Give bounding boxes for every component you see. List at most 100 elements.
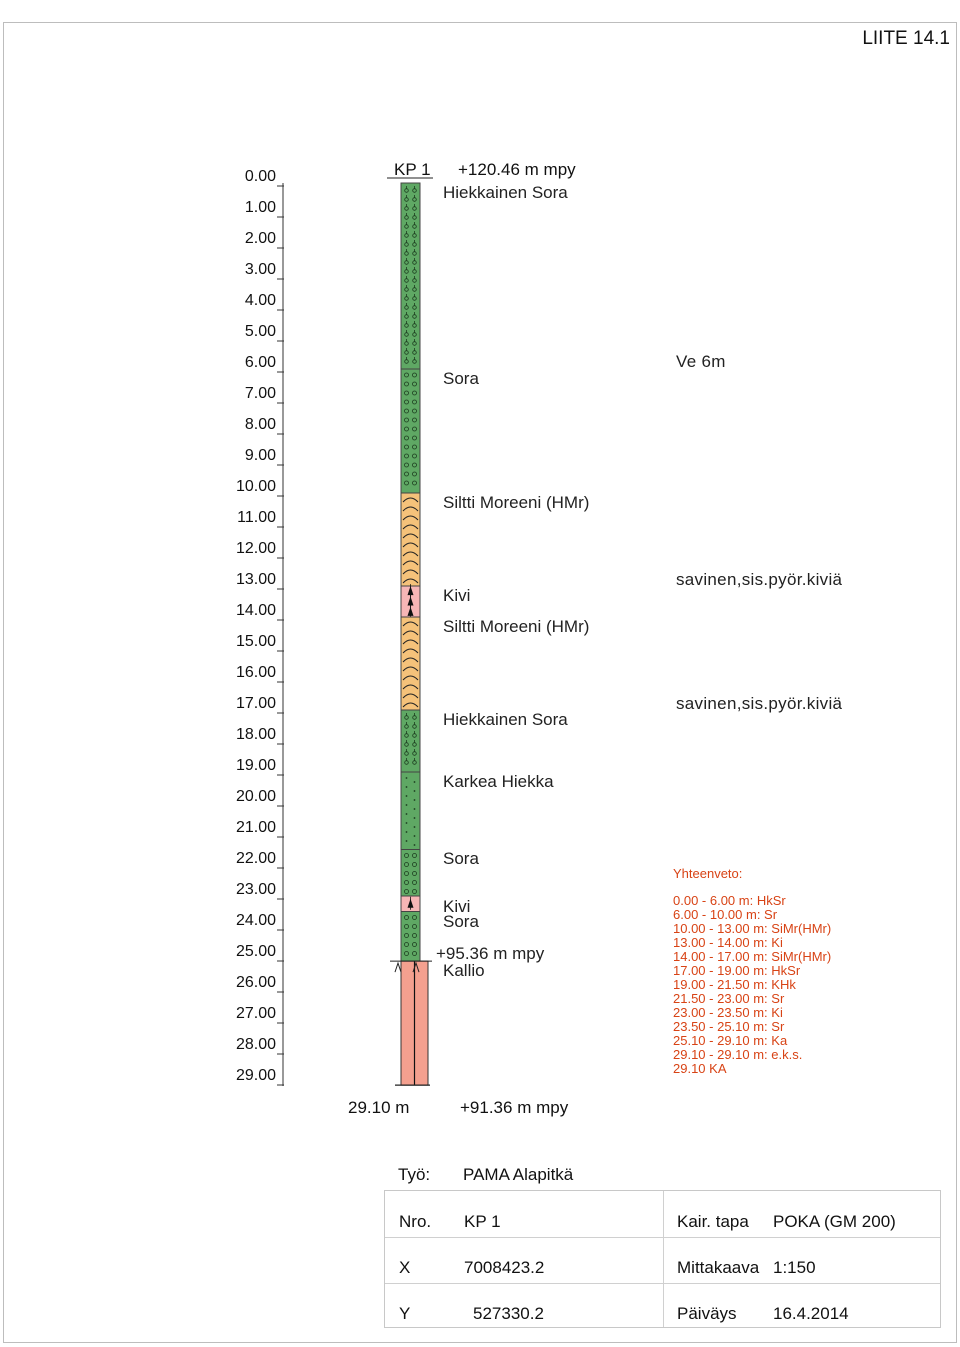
soil-layer-ki	[400, 584, 421, 618]
till-symbol	[402, 533, 419, 539]
summary-line: 10.00 - 13.00 m: SiMr(HMr)	[673, 921, 832, 936]
top-level: +120.46 m mpy	[458, 160, 576, 179]
layer-note: savinen,sis.pyör.kiviä	[676, 694, 843, 713]
sand-gravel-symbol	[412, 760, 417, 765]
till-symbol	[402, 675, 419, 681]
gravel-symbol	[412, 435, 417, 441]
sand-gravel-symbol	[404, 742, 409, 747]
depth-tick-label: 27.00	[235, 1005, 276, 1022]
soil-layer-ki	[400, 895, 421, 912]
sand-dot	[405, 804, 408, 806]
gravel-symbol	[404, 435, 409, 441]
depth-tick-label: 22.00	[235, 850, 276, 867]
sand-gravel-symbol	[404, 733, 409, 738]
summary-line: 17.00 - 19.00 m: HkSr	[673, 963, 801, 978]
depth-tick-label: 6.00	[244, 354, 276, 371]
gravel-symbol	[412, 453, 417, 459]
depth-tick-label: 9.00	[244, 447, 276, 464]
sand-gravel-symbol	[404, 751, 409, 756]
sand-gravel-symbol	[412, 251, 417, 256]
soil-layer-simr	[400, 616, 421, 711]
sand-gravel-symbol	[404, 359, 409, 364]
depth-tick-label: 10.00	[235, 478, 276, 495]
soil-layer-sr	[400, 849, 421, 897]
layer-label: Hiekkainen Sora	[443, 710, 568, 729]
depth-tick-label: 20.00	[235, 788, 276, 805]
soil-layer-simr	[400, 492, 421, 587]
depth-tick-label: 12.00	[235, 540, 276, 557]
sand-gravel-symbol	[412, 188, 417, 193]
sand-gravel-symbol	[412, 332, 417, 337]
gravel-symbol	[412, 444, 417, 450]
sand-dot	[405, 822, 408, 824]
method-label: Kair. tapa	[677, 1212, 749, 1231]
gravel-symbol	[404, 390, 409, 396]
layer-fill	[400, 368, 421, 494]
till-symbol	[402, 621, 419, 627]
till-symbol	[402, 560, 419, 566]
gravel-symbol	[404, 880, 409, 885]
summary-line: 29.10 KA	[673, 1061, 727, 1076]
sand-gravel-symbol	[404, 323, 409, 328]
layer-note: Ve 6m	[676, 352, 726, 371]
till-symbol	[402, 666, 419, 672]
gravel-symbol	[412, 390, 417, 396]
gravel-symbol	[412, 951, 417, 956]
end-level: +91.36 m mpy	[460, 1098, 569, 1117]
till-symbol	[402, 506, 419, 512]
depth-tick-label: 13.00	[235, 571, 276, 588]
depth-tick-label: 29.00	[235, 1067, 276, 1084]
gravel-symbol	[412, 915, 417, 920]
summary-line: 23.00 - 23.50 m: Ki	[673, 1005, 783, 1020]
sand-gravel-symbol	[412, 323, 417, 328]
sand-gravel-symbol	[412, 742, 417, 747]
sand-gravel-symbol	[412, 341, 417, 346]
appendix-label: LIITE 14.1	[862, 28, 950, 49]
sand-gravel-symbol	[412, 751, 417, 756]
gravel-symbol	[404, 399, 409, 405]
gravel-symbol	[404, 933, 409, 938]
table-divider	[385, 1237, 940, 1238]
depth-tick-label: 21.00	[235, 819, 276, 836]
sand-gravel-symbol	[404, 314, 409, 319]
sand-dot	[405, 813, 408, 815]
till-symbol	[402, 551, 419, 557]
gravel-symbol	[412, 880, 417, 885]
page-frame	[3, 22, 957, 1343]
till-symbol	[402, 542, 419, 548]
soil-layer-sr	[400, 368, 421, 494]
depth-tick-label: 11.00	[237, 509, 276, 526]
gravel-symbol	[412, 462, 417, 468]
depth-tick-label: 0.00	[244, 168, 276, 185]
layer-note: savinen,sis.pyör.kiviä	[676, 570, 843, 589]
gravel-symbol	[412, 381, 417, 387]
layer-label: Hiekkainen Sora	[443, 183, 568, 202]
layer-fill	[400, 911, 421, 962]
sand-dot	[405, 786, 408, 788]
sand-dot	[413, 781, 416, 783]
depth-tick-label: 4.00	[244, 292, 276, 309]
sand-gravel-symbol	[412, 233, 417, 238]
sand-gravel-symbol	[412, 724, 417, 729]
summary-line: 6.00 - 10.00 m: Sr	[673, 907, 778, 922]
sand-gravel-symbol	[412, 206, 417, 211]
sand-dot	[413, 790, 416, 792]
sand-gravel-symbol	[412, 197, 417, 202]
sand-dot	[413, 808, 416, 810]
y-label: Y	[399, 1304, 411, 1323]
depth-tick-label: 28.00	[235, 1036, 276, 1053]
summary-line: 21.50 - 23.00 m: Sr	[673, 991, 785, 1006]
till-symbol	[402, 684, 419, 690]
till-symbol	[402, 524, 419, 530]
gravel-symbol	[404, 942, 409, 947]
gravel-symbol	[412, 471, 417, 477]
work-label: Työ:	[398, 1165, 431, 1184]
gravel-symbol	[412, 417, 417, 423]
soil-layer-khk	[400, 771, 421, 850]
layer-label: Siltti Moreeni (HMr)	[443, 493, 590, 512]
sand-gravel-symbol	[404, 350, 409, 355]
gravel-symbol	[404, 951, 409, 956]
sand-gravel-symbol	[412, 260, 417, 265]
